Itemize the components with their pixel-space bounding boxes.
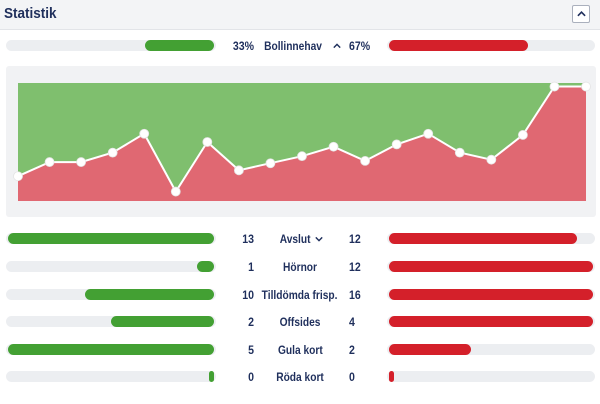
free-kicks-label: Tilldömda frisp. <box>262 288 338 302</box>
momentum-point-19 <box>581 81 591 92</box>
red-cards-label-cell: Röda kort <box>255 370 345 384</box>
corners-away-fill <box>389 261 593 272</box>
shots-home-bar <box>6 233 216 244</box>
momentum-point-17 <box>517 130 528 140</box>
offsides-home-fill <box>111 316 214 327</box>
corners-away-value: 12 <box>349 260 361 274</box>
corners-label-cell: Hörnor <box>255 260 345 274</box>
away-area <box>18 86 586 201</box>
possession-home-fill <box>145 40 214 51</box>
free-kicks-home-fill <box>85 289 214 300</box>
free-kicks-away-fill <box>389 289 593 300</box>
free-kicks-away-value: 16 <box>349 288 361 302</box>
possession-away-bar <box>387 40 595 51</box>
corners-home-value: 1 <box>248 260 254 274</box>
momentum-point-7 <box>202 137 213 147</box>
momentum-point-8 <box>233 165 244 176</box>
yellow-cards-label: Gula kort <box>277 343 323 357</box>
momentum-point-1 <box>13 171 23 182</box>
yellow-cards-away-value: 2 <box>349 343 355 357</box>
momentum-point-3 <box>76 157 87 167</box>
momentum-point-5 <box>139 128 150 139</box>
corners-home-bar <box>6 261 216 272</box>
shots-label: Avslut <box>279 232 311 246</box>
momentum-point-2 <box>44 157 55 167</box>
stats-header: Statistik <box>0 0 600 30</box>
yellow-cards-away-fill <box>389 344 471 355</box>
possession-home-value: 33% <box>232 39 254 53</box>
momentum-point-9 <box>265 158 276 169</box>
yellow-cards-home-value: 5 <box>248 343 254 357</box>
momentum-point-15 <box>454 147 465 158</box>
free-kicks-label-cell: Tilldömda frisp. <box>255 288 345 302</box>
offsides-home-value: 2 <box>248 315 254 329</box>
offsides-away-fill <box>389 316 593 327</box>
shots-away-value: 12 <box>349 232 361 246</box>
possession-away-value: 67% <box>349 39 371 53</box>
free-kicks-away-bar <box>387 289 595 300</box>
possession-label: Bollinnehav <box>264 39 323 53</box>
offsides-label: Offsides <box>279 315 321 329</box>
momentum-point-4 <box>107 147 118 158</box>
momentum-point-6 <box>170 186 181 197</box>
momentum-point-18 <box>549 81 560 92</box>
free-kicks-home-bar <box>6 289 216 300</box>
yellow-cards-label-cell: Gula kort <box>255 343 345 357</box>
offsides-away-value: 4 <box>349 315 355 329</box>
momentum-point-10 <box>297 151 307 162</box>
section-title: Statistik <box>4 5 57 22</box>
possession-away-fill <box>389 40 528 51</box>
chevron-up-icon <box>332 43 341 49</box>
yellow-cards-away-bar <box>387 344 595 355</box>
shots-away-fill <box>389 233 578 244</box>
momentum-chart <box>13 81 591 201</box>
red-cards-home-fill <box>209 371 214 382</box>
shots-label-cell[interactable]: Avslut <box>255 232 345 246</box>
momentum-chart-panel <box>6 66 596 217</box>
red-cards-home-bar <box>6 371 216 382</box>
momentum-point-11 <box>328 141 339 152</box>
red-cards-away-fill <box>389 371 394 382</box>
offsides-away-bar <box>387 316 595 327</box>
corners-away-bar <box>387 261 595 272</box>
momentum-point-16 <box>486 154 497 165</box>
corners-label: Hörnor <box>283 260 317 274</box>
red-cards-home-value: 0 <box>248 370 254 384</box>
home-area <box>18 83 586 192</box>
offsides-label-cell: Offsides <box>255 315 345 329</box>
chevron-up-icon <box>576 11 586 17</box>
red-cards-away-value: 0 <box>349 370 355 384</box>
collapse-button[interactable] <box>572 5 590 23</box>
momentum-point-13 <box>391 139 402 150</box>
momentum-point-12 <box>360 155 371 166</box>
corners-home-fill <box>196 261 214 272</box>
yellow-cards-home-fill <box>8 344 214 355</box>
momentum-point-14 <box>423 128 434 139</box>
possession-toggle[interactable]: Bollinnehav <box>255 39 345 53</box>
possession-home-bar <box>6 40 216 51</box>
offsides-home-bar <box>6 316 216 327</box>
red-cards-away-bar <box>387 371 595 382</box>
shots-home-fill <box>8 233 214 244</box>
free-kicks-home-value: 10 <box>242 288 254 302</box>
shots-home-value: 13 <box>242 232 254 246</box>
red-cards-label: Röda kort <box>276 370 324 384</box>
shots-away-bar <box>387 233 595 244</box>
yellow-cards-home-bar <box>6 344 216 355</box>
chevron-down-icon <box>315 236 323 242</box>
